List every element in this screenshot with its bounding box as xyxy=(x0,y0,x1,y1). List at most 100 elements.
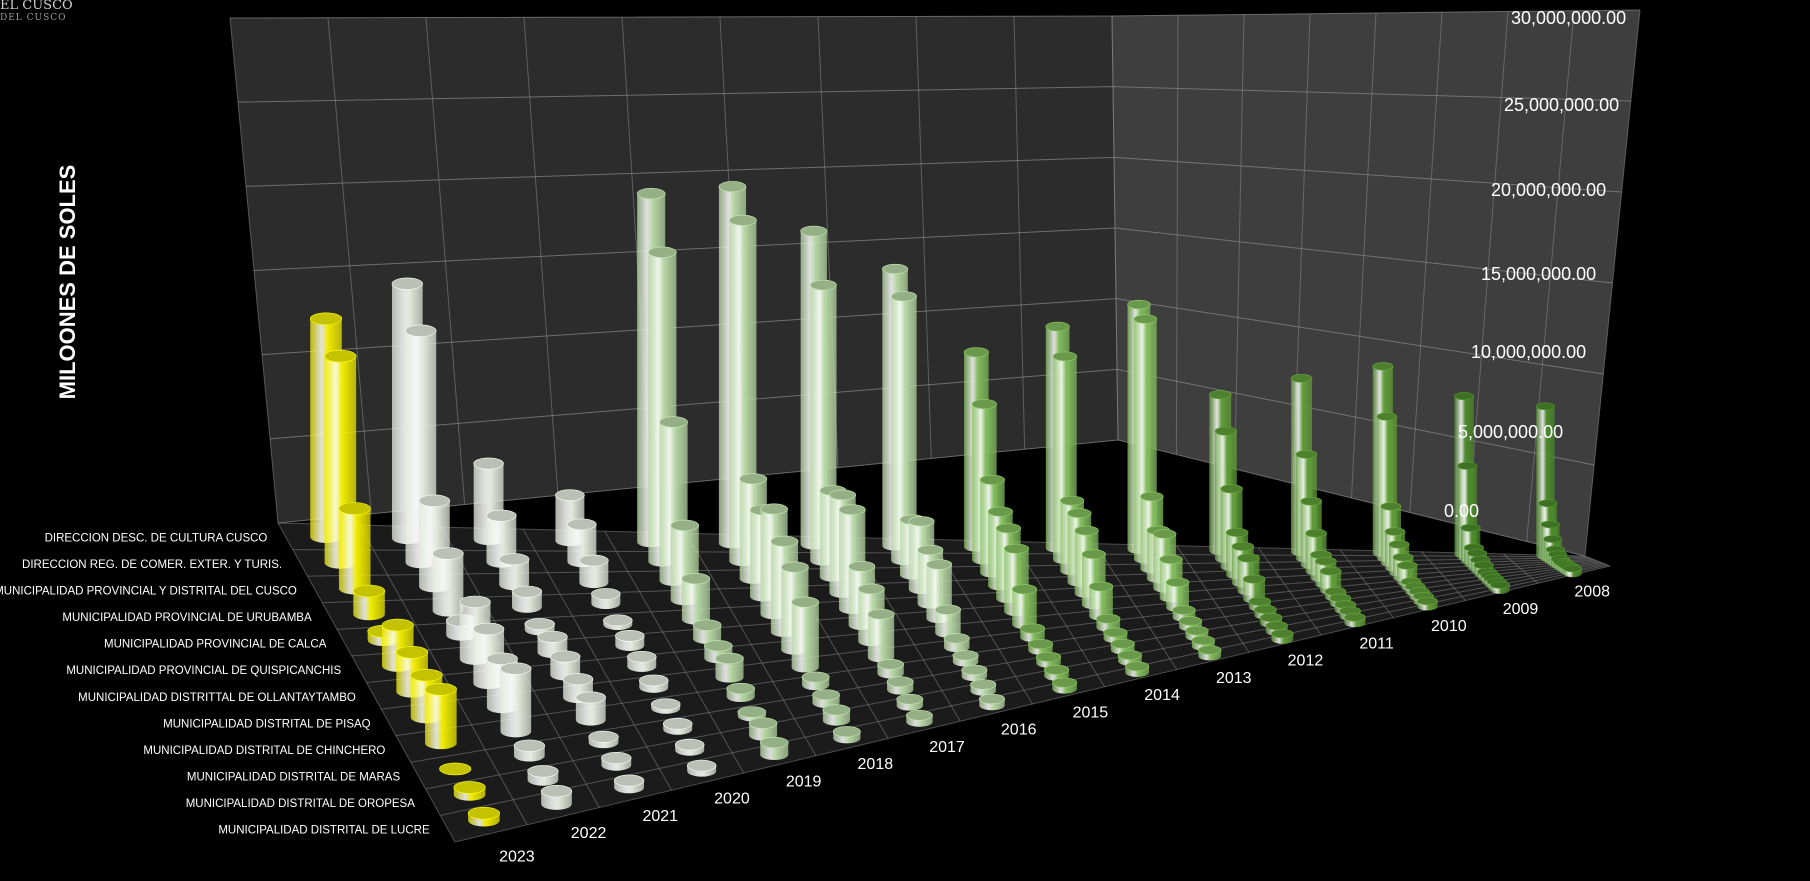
bar-cap xyxy=(588,730,619,743)
bar-cap xyxy=(1376,412,1398,421)
bar-cap xyxy=(934,604,961,615)
bar-2011-12 xyxy=(1344,613,1366,628)
z-tick-label: MUNICIPALIDAD PROVINCIAL DE URUBAMBA xyxy=(62,612,312,624)
bar-cap xyxy=(562,673,594,686)
bar-body xyxy=(1012,589,1037,630)
bar-cap xyxy=(662,717,693,730)
bar-cap xyxy=(453,781,486,794)
wall-gridline xyxy=(1409,12,1443,513)
bar-cap xyxy=(908,516,935,527)
bar-cap xyxy=(759,736,789,749)
bar-body xyxy=(1020,628,1045,642)
bar-2016-9 xyxy=(952,650,979,667)
bar-body xyxy=(1125,666,1150,677)
bar-cap xyxy=(1454,392,1475,401)
bar-cap xyxy=(591,588,621,600)
bar-cap xyxy=(1103,627,1128,638)
bar-body xyxy=(952,655,979,667)
bar-2019-6 xyxy=(692,619,722,644)
bar-cap xyxy=(1035,651,1062,662)
bar-2017-12 xyxy=(905,709,933,727)
bar-cap xyxy=(718,181,747,193)
bar-body xyxy=(499,559,530,591)
x-tick-label: 2021 xyxy=(642,808,678,825)
bar-cap xyxy=(555,489,585,501)
bar-body xyxy=(791,602,819,673)
bar-cap xyxy=(1117,650,1143,660)
bar-body xyxy=(760,742,789,761)
bar-cap xyxy=(1473,561,1494,570)
wall-gridline xyxy=(1584,9,1641,557)
bar-cap xyxy=(770,535,799,547)
y-tick-label: 30,000,000.00 xyxy=(1511,8,1626,28)
bar-cap xyxy=(1225,527,1249,537)
bar-cap xyxy=(877,659,905,670)
bar-cap xyxy=(715,652,744,664)
z-tick-label: MUNICIPALIDAD DISTRITAL DE PISAQ xyxy=(163,718,371,730)
bar-2015-8 xyxy=(1019,623,1046,642)
z-tick-label: MUNICIPALIDAD PROVINCIAL Y DISTRITAL DEL… xyxy=(0,585,297,597)
bar-cap xyxy=(1231,541,1255,551)
bar-cap xyxy=(473,457,504,470)
bar-cap xyxy=(886,676,914,688)
x-tick-label: 2015 xyxy=(1073,704,1109,721)
chart-bars xyxy=(309,181,1583,827)
bar-cap xyxy=(1052,677,1078,688)
wall-gridline xyxy=(1175,15,1179,455)
bar-body xyxy=(833,731,861,744)
bar-cap xyxy=(1540,520,1560,529)
bar-2015-7 xyxy=(1011,584,1038,630)
bar-body xyxy=(935,609,961,638)
bar-cap xyxy=(1319,566,1342,576)
x-tick-label: 2018 xyxy=(858,756,894,773)
bar-2016-2 xyxy=(890,291,917,566)
bar-cap xyxy=(1045,321,1070,332)
bar-cap xyxy=(627,650,657,663)
bar-cap xyxy=(498,553,530,566)
bar-2022-4 xyxy=(432,547,464,617)
bar-cap xyxy=(1152,529,1177,539)
bar-cap xyxy=(1259,613,1283,622)
bar-2013-12 xyxy=(1198,645,1222,661)
bar-body xyxy=(651,704,681,714)
bar-2020-4 xyxy=(591,588,621,610)
wall-gridline xyxy=(327,17,372,514)
bar-body xyxy=(715,658,744,683)
bar-body xyxy=(970,684,996,696)
bar-cap xyxy=(540,785,573,798)
bar-cap xyxy=(978,693,1006,705)
wall-gridline xyxy=(1467,11,1509,528)
x-tick-label: 2014 xyxy=(1144,687,1180,704)
bar-body xyxy=(588,736,619,749)
bar-cap xyxy=(1019,623,1046,634)
bar-cap xyxy=(424,683,457,696)
bar-2019-11 xyxy=(748,717,778,741)
bar-body xyxy=(1417,601,1438,611)
y-tick-label: 15,000,000.00 xyxy=(1481,264,1596,284)
bar-2022-12 xyxy=(540,785,573,810)
wall-gridline xyxy=(915,16,932,459)
bar-body xyxy=(877,664,904,679)
bar-2019-8 xyxy=(715,652,744,683)
bar-cap xyxy=(971,399,997,410)
bar-2016-7 xyxy=(934,604,961,638)
bar-cap xyxy=(613,774,645,787)
bar-cap xyxy=(857,583,885,595)
bar-cap xyxy=(1372,362,1394,371)
x-tick-label: 2012 xyxy=(1288,653,1324,670)
bar-2020-9 xyxy=(650,698,681,714)
wall-gridline xyxy=(229,17,279,524)
bar-body xyxy=(802,677,830,691)
bar-cap xyxy=(681,573,711,585)
bar-2023-10 xyxy=(439,762,472,776)
x-tick-label: 2022 xyxy=(571,825,607,842)
bar-cap xyxy=(1003,543,1030,554)
bar-cap xyxy=(638,674,669,687)
bar-cap xyxy=(396,646,429,659)
bar-body xyxy=(1089,586,1113,621)
bar-body xyxy=(527,771,559,786)
bar-cap xyxy=(527,765,559,778)
bar-cap xyxy=(703,640,733,652)
bar-cap xyxy=(829,489,857,501)
